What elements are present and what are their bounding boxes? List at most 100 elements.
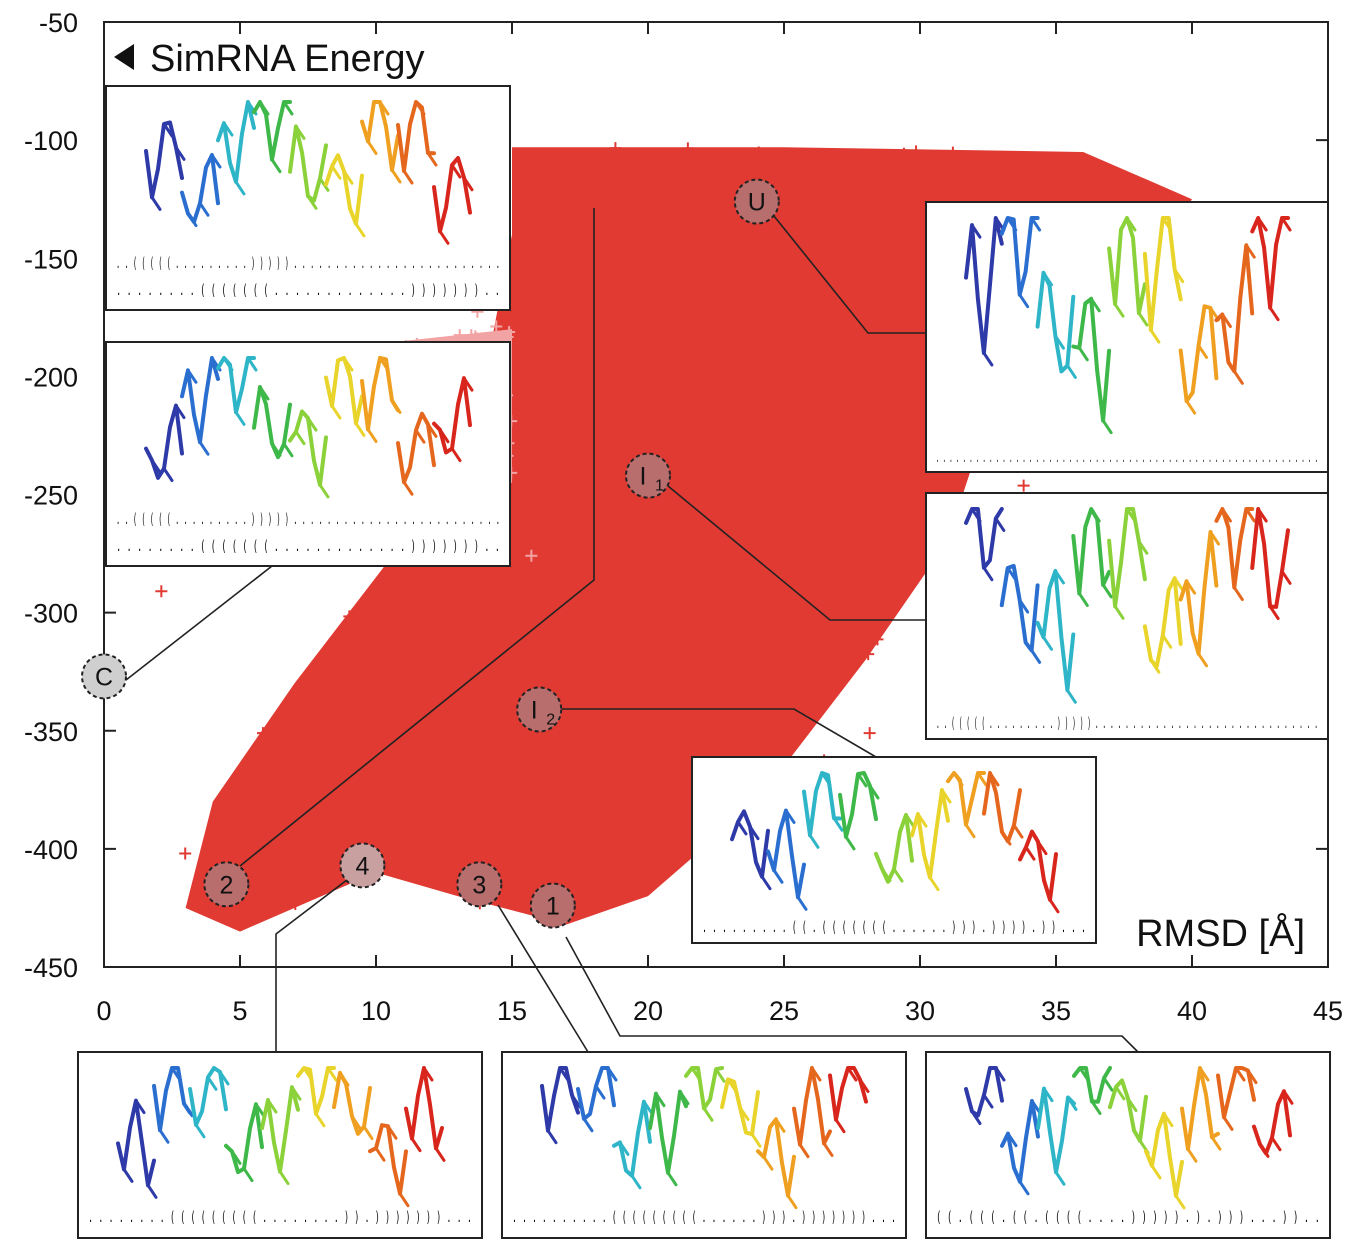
rna-base-stick <box>1174 1194 1186 1210</box>
rna-base-stick <box>834 1118 846 1134</box>
rna-base-stick <box>1018 598 1030 614</box>
rna-base-stick <box>414 428 426 444</box>
rna-base-stick <box>234 180 246 196</box>
rna-base-stick <box>858 1078 870 1094</box>
rna-base-stick <box>892 867 904 883</box>
rna-base-stick <box>186 212 198 228</box>
rna-base-stick <box>174 404 186 420</box>
rna-base-stick <box>606 1066 618 1082</box>
rna-base-stick <box>354 421 366 437</box>
rna-base-stick <box>1077 346 1089 362</box>
marker-circle <box>529 882 576 929</box>
rna-base-stick <box>546 1129 558 1145</box>
secondary-structure-line: . . ( ( ( ( ( . . . . . . . . . ) ) ) ) … <box>116 254 500 272</box>
rna-base-stick <box>1232 369 1244 385</box>
y-axis-label-group: SimRNA Energy <box>114 38 425 80</box>
rna-structure-image <box>730 771 1060 914</box>
marker-m3: 3 <box>456 861 503 908</box>
rna-base-stick <box>422 1066 434 1082</box>
rna-base-stick <box>738 1105 750 1121</box>
secondary-structure-line: . . . . . . . . ( ( ( ( ( ( ( . . . . . … <box>116 537 500 555</box>
rna-base-stick <box>988 771 1000 787</box>
x-tick-label: 15 <box>497 996 527 1026</box>
rna-base-stick <box>402 169 414 185</box>
rna-structure-image <box>964 1066 1294 1210</box>
rna-base-stick <box>982 566 994 582</box>
rna-base-stick <box>270 441 282 457</box>
x-tick-label: 30 <box>905 996 935 1026</box>
rna-base-stick <box>844 835 856 851</box>
rna-base-stick <box>798 1143 810 1159</box>
leader-line <box>565 936 1139 1053</box>
rna-structure-image <box>144 356 474 499</box>
rna-base-stick <box>146 1183 158 1199</box>
rna-base-stick <box>1258 1142 1270 1158</box>
rna-base-stick <box>994 1066 1006 1082</box>
rna-base-stick <box>1042 271 1054 287</box>
rna-base-stick <box>714 1067 726 1083</box>
rna-base-stick <box>1161 216 1173 232</box>
rna-base-stick <box>964 823 976 839</box>
rna-base-stick <box>1036 840 1048 856</box>
rna-base-stick <box>1280 216 1292 232</box>
rna-base-stick <box>642 1100 654 1116</box>
marker-subscript: 1 <box>655 478 664 495</box>
rna-base-stick <box>630 1174 642 1190</box>
rna-base-stick <box>786 1194 798 1210</box>
rna-base-stick <box>342 169 354 185</box>
marker-circle <box>733 178 780 225</box>
rna-base-stick <box>970 507 982 523</box>
leader-line <box>239 208 595 867</box>
inset-i2: . . . . . . . . . ( ( . ( ( ( ( ( ( ( . … <box>691 756 1097 944</box>
rna-base-stick <box>170 1066 182 1082</box>
rna-base-stick <box>378 100 390 116</box>
marker-label: 2 <box>219 871 233 899</box>
rna-base-stick <box>398 1192 410 1208</box>
rna-base-stick <box>1149 328 1161 344</box>
rna-base-stick <box>234 410 246 426</box>
rna-base-stick <box>1197 652 1209 668</box>
rna-base-stick <box>1113 604 1125 620</box>
x-axis-label: RMSD [Å] <box>1136 911 1305 955</box>
rna-base-stick <box>1161 633 1173 649</box>
rna-base-stick <box>1030 216 1042 232</box>
rna-base-stick <box>294 124 306 140</box>
rna-base-stick <box>306 194 318 210</box>
rna-base-stick <box>808 833 820 849</box>
rna-base-stick <box>1114 1085 1126 1101</box>
rna-base-stick <box>318 483 330 499</box>
rna-base-stick <box>1077 591 1089 607</box>
marker-circle <box>625 452 671 499</box>
rna-base-stick <box>1185 579 1197 595</box>
rna-base-stick <box>242 1167 254 1183</box>
secondary-structure-line: . . . . . . . . ( ( ( ( ( ( ( . . . . . … <box>116 281 500 299</box>
rna-base-stick <box>222 356 234 372</box>
rna-base-stick <box>1246 1069 1258 1085</box>
leader-line <box>275 872 357 1052</box>
marker-circle <box>81 653 127 700</box>
marker-label: 3 <box>472 871 486 899</box>
rna-base-stick <box>970 223 982 239</box>
rna-base-stick <box>726 1077 738 1093</box>
rna-base-stick <box>426 422 438 438</box>
rna-base-stick <box>1101 583 1113 599</box>
marker-circle <box>516 686 563 733</box>
y-tick-label: -50 <box>39 8 78 38</box>
marker-m1: 1 <box>529 882 576 929</box>
rna-base-stick <box>162 122 174 138</box>
rna-base-stick <box>1137 311 1149 327</box>
rna-base-stick <box>702 1106 714 1122</box>
marker-u: U <box>733 178 780 225</box>
rna-base-stick <box>206 1075 218 1091</box>
rna-base-stick <box>426 151 438 167</box>
leader-lines <box>125 208 1139 1053</box>
leader-line <box>497 904 589 1053</box>
rna-base-stick <box>594 1084 606 1100</box>
rna-base-stick <box>1042 635 1054 651</box>
rna-base-stick <box>290 1085 302 1101</box>
rna-base-stick <box>1185 399 1197 415</box>
rna-base-stick <box>678 1090 690 1106</box>
rna-base-stick <box>690 1066 702 1082</box>
marker-c: C <box>81 653 127 700</box>
